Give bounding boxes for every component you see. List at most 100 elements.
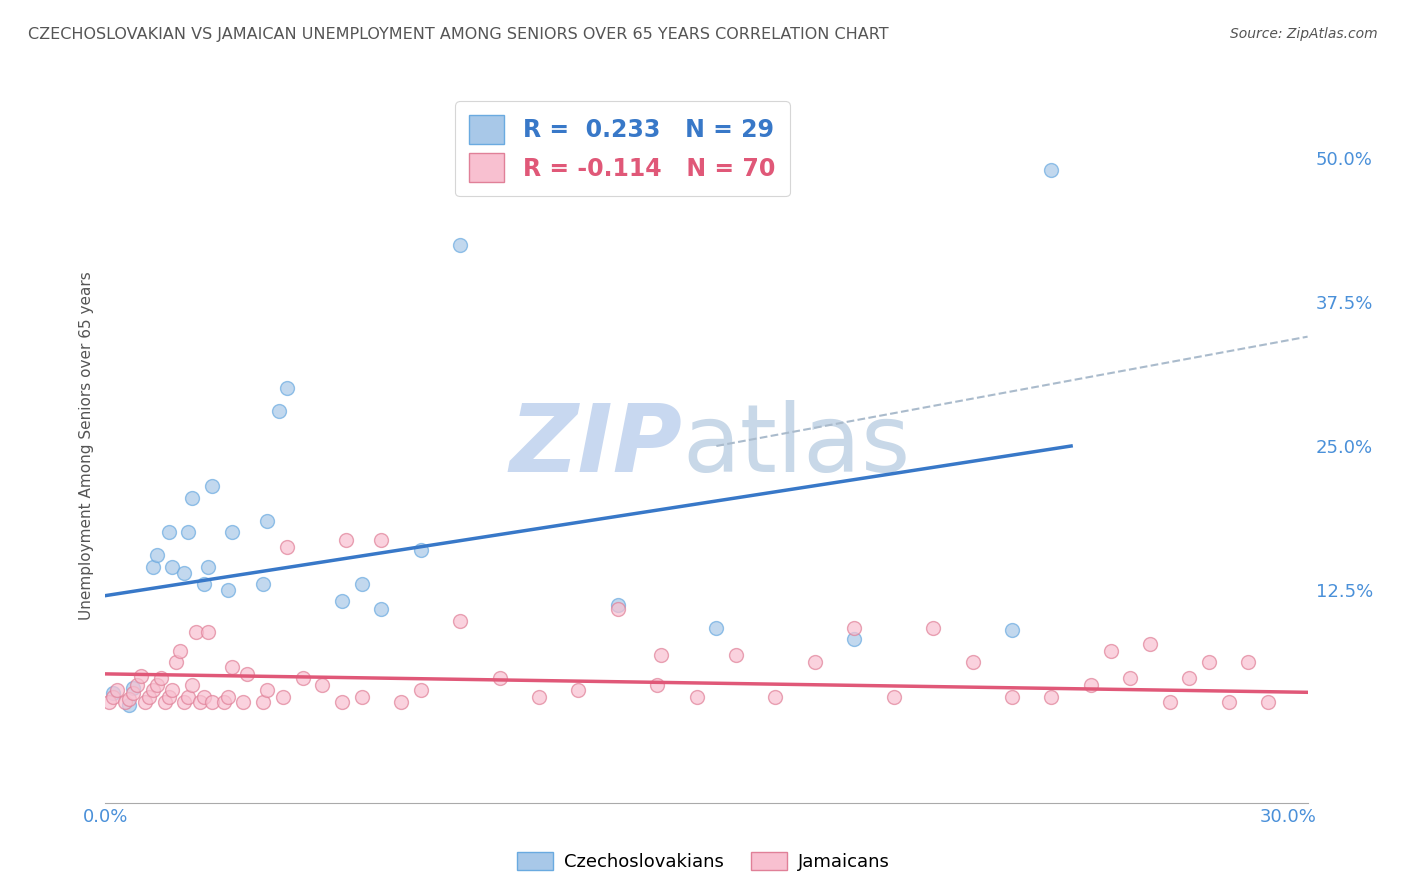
Point (267, 404, 290, 418)
Point (449, 614, 471, 628)
Point (142, 683, 165, 698)
Point (118, 692, 141, 706)
Point (217, 690, 239, 704)
Point (350, 577, 373, 591)
Point (118, 698, 141, 712)
Point (256, 683, 278, 698)
Point (114, 694, 136, 708)
Y-axis label: Unemployment Among Seniors over 65 years: Unemployment Among Seniors over 65 years (79, 272, 94, 620)
Point (1198, 656, 1220, 670)
Point (138, 690, 160, 704)
Text: Source: ZipAtlas.com: Source: ZipAtlas.com (1230, 27, 1378, 41)
Point (169, 644, 191, 658)
Point (276, 381, 298, 395)
Point (125, 678, 148, 692)
Point (449, 237, 471, 252)
Point (1237, 656, 1260, 670)
Point (1001, 690, 1024, 704)
Point (765, 690, 787, 704)
Point (221, 660, 243, 674)
Point (134, 694, 156, 708)
Point (330, 694, 353, 708)
Point (527, 690, 550, 704)
Point (221, 525, 243, 540)
Text: ZIP: ZIP (509, 400, 682, 492)
Point (177, 690, 200, 704)
Point (685, 690, 707, 704)
Point (201, 694, 224, 708)
Point (1139, 637, 1161, 651)
Point (330, 594, 353, 608)
Point (193, 577, 215, 591)
Point (804, 656, 827, 670)
Point (409, 542, 432, 557)
Point (103, 686, 125, 700)
Point (197, 625, 219, 640)
Point (883, 690, 905, 704)
Point (291, 672, 314, 686)
Point (606, 602, 628, 616)
Point (129, 669, 152, 683)
Point (232, 694, 254, 708)
Point (153, 694, 176, 708)
Point (1178, 672, 1201, 686)
Text: CZECHOSLOVAKIAN VS JAMAICAN UNEMPLOYMENT AMONG SENIORS OVER 65 YEARS CORRELATION: CZECHOSLOVAKIAN VS JAMAICAN UNEMPLOYMENT… (28, 27, 889, 42)
Point (844, 621, 866, 635)
Point (1001, 623, 1024, 637)
Point (165, 656, 187, 670)
Point (311, 678, 333, 692)
Point (149, 672, 172, 686)
Point (389, 694, 412, 708)
Point (217, 582, 239, 597)
Point (335, 533, 357, 548)
Legend: Czechoslovakians, Jamaicans: Czechoslovakians, Jamaicans (509, 845, 897, 879)
Point (157, 690, 180, 704)
Point (181, 491, 204, 505)
Point (271, 690, 294, 704)
Point (370, 602, 392, 616)
Point (142, 559, 165, 574)
Point (184, 625, 207, 640)
Point (157, 525, 180, 540)
Point (193, 690, 215, 704)
Point (1080, 678, 1102, 692)
Point (252, 577, 274, 591)
Point (409, 683, 432, 698)
Point (645, 678, 668, 692)
Point (173, 694, 195, 708)
Point (197, 559, 219, 574)
Point (488, 672, 510, 686)
Point (1099, 644, 1122, 658)
Point (252, 694, 274, 708)
Point (103, 690, 125, 704)
Point (1257, 694, 1279, 708)
Point (276, 541, 298, 555)
Point (122, 681, 145, 695)
Point (706, 621, 728, 635)
Point (145, 678, 167, 692)
Point (162, 683, 184, 698)
Point (162, 559, 184, 574)
Point (650, 648, 672, 663)
Point (212, 694, 235, 708)
Legend: R =  0.233   N = 29, R = -0.114   N = 70: R = 0.233 N = 29, R = -0.114 N = 70 (456, 101, 790, 196)
Point (181, 678, 204, 692)
Point (1040, 690, 1063, 704)
Point (201, 479, 224, 493)
Point (1218, 694, 1240, 708)
Point (844, 632, 866, 647)
Point (1119, 672, 1142, 686)
Point (98, 694, 121, 708)
Point (145, 549, 167, 563)
Point (567, 683, 589, 698)
Point (962, 656, 984, 670)
Point (725, 648, 748, 663)
Point (1040, 162, 1063, 177)
Point (256, 514, 278, 528)
Point (173, 566, 195, 580)
Point (606, 598, 628, 612)
Point (188, 694, 211, 708)
Point (922, 621, 945, 635)
Point (350, 690, 373, 704)
Point (236, 666, 259, 681)
